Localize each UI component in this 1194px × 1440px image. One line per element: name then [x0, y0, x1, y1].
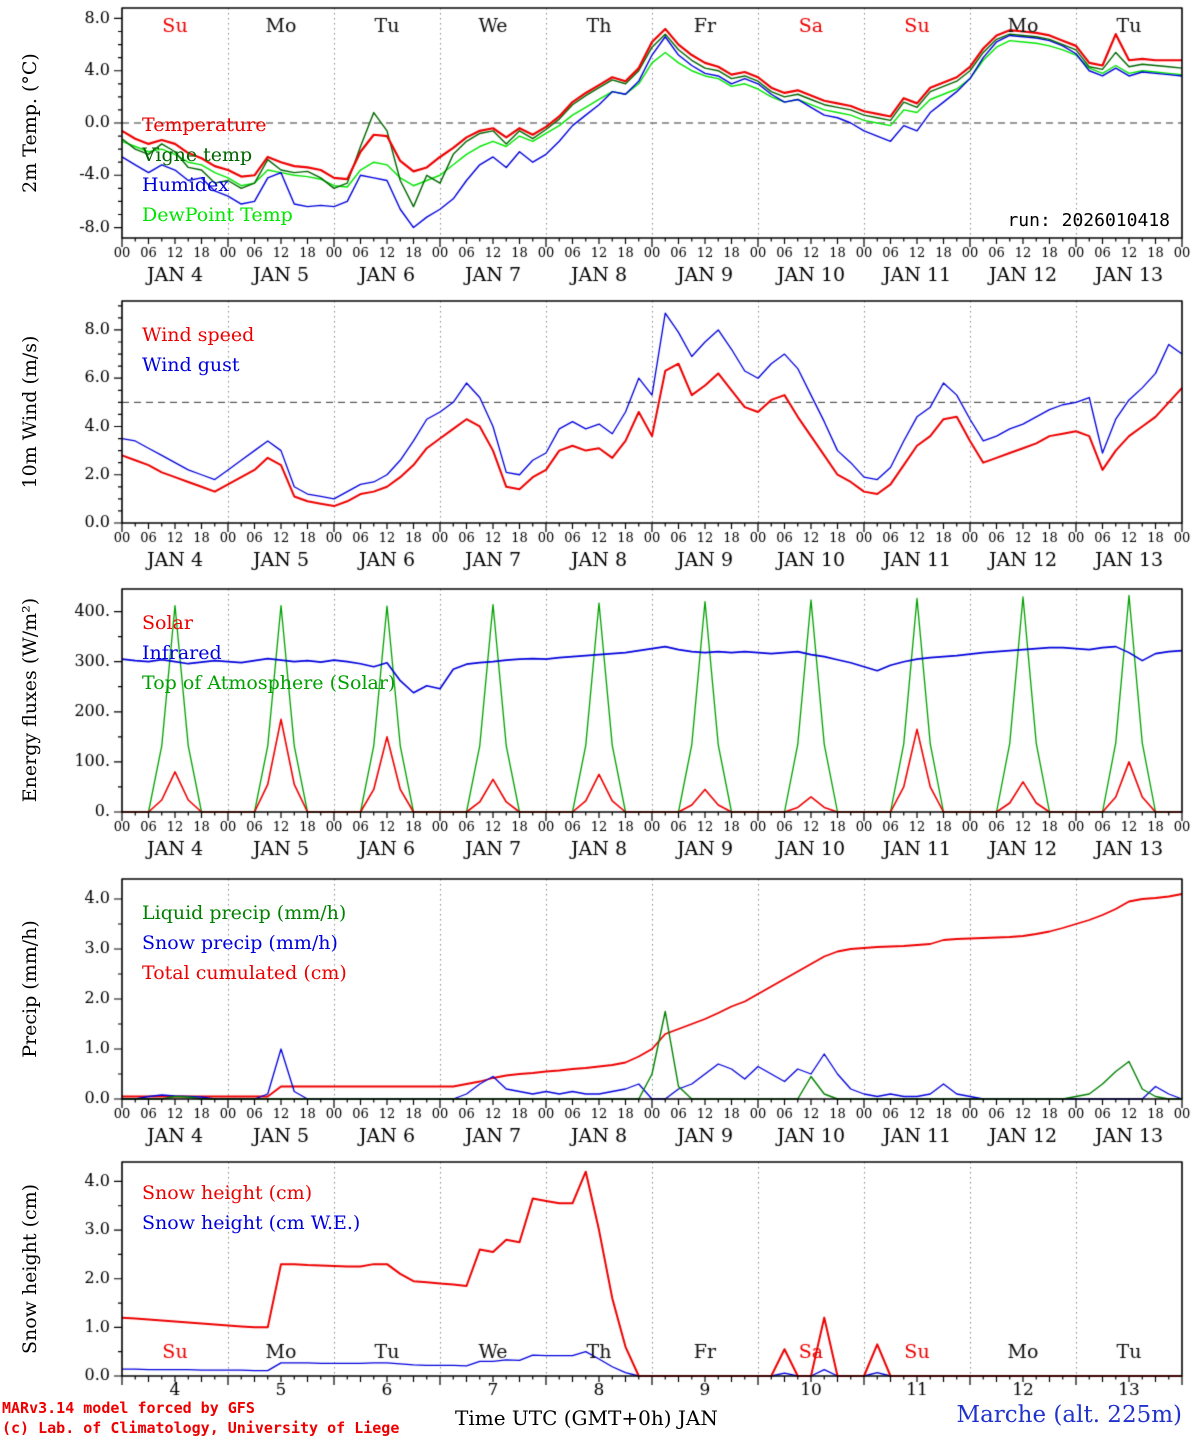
y-axis-label-temperature: 2m Temp. (°C) — [19, 53, 41, 193]
run-label: run: 2026010418 — [1007, 210, 1170, 231]
model-credit-line-1: MARv3.14 model forced by GFS — [2, 1399, 255, 1417]
x-axis-title: Time UTC (GMT+0h) JAN — [455, 1406, 718, 1430]
y-axis-label-snow: Snow height (cm) — [19, 1183, 41, 1355]
legend-vigne-temp: Vigne temp — [142, 144, 253, 166]
y-axis-label-energy: Energy fluxes (W/m²) — [19, 597, 41, 803]
legend-snow-height: Snow height (cm) — [142, 1182, 313, 1204]
legend-snow-height-we: Snow height (cm W.E.) — [142, 1212, 361, 1234]
model-credit-line-2: (c) Lab. of Climatology, University of L… — [2, 1419, 400, 1437]
legend-solar: Solar — [142, 612, 193, 634]
station-label: Marche (alt. 225m) — [956, 1402, 1182, 1428]
legend-infrared: Infrared — [142, 642, 222, 664]
y-axis-label-wind: 10m Wind (m/s) — [19, 335, 41, 489]
legend-liquid-precip: Liquid precip (mm/h) — [142, 902, 347, 924]
legend-top-of-atmosphere: Top of Atmosphere (Solar) — [142, 672, 396, 694]
legend-temperature: Temperature — [142, 114, 267, 136]
legend-dewpoint-temp: DewPoint Temp — [142, 204, 293, 226]
y-axis-label-precip: Precip (mm/h) — [19, 920, 41, 1058]
legend-total-cumulated: Total cumulated (cm) — [142, 962, 347, 984]
legend-snow-precip: Snow precip (mm/h) — [142, 932, 338, 954]
legend-wind-gust: Wind gust — [142, 354, 240, 376]
legend-humidex: Humidex — [142, 174, 230, 196]
legend-wind-speed: Wind speed — [142, 324, 255, 346]
